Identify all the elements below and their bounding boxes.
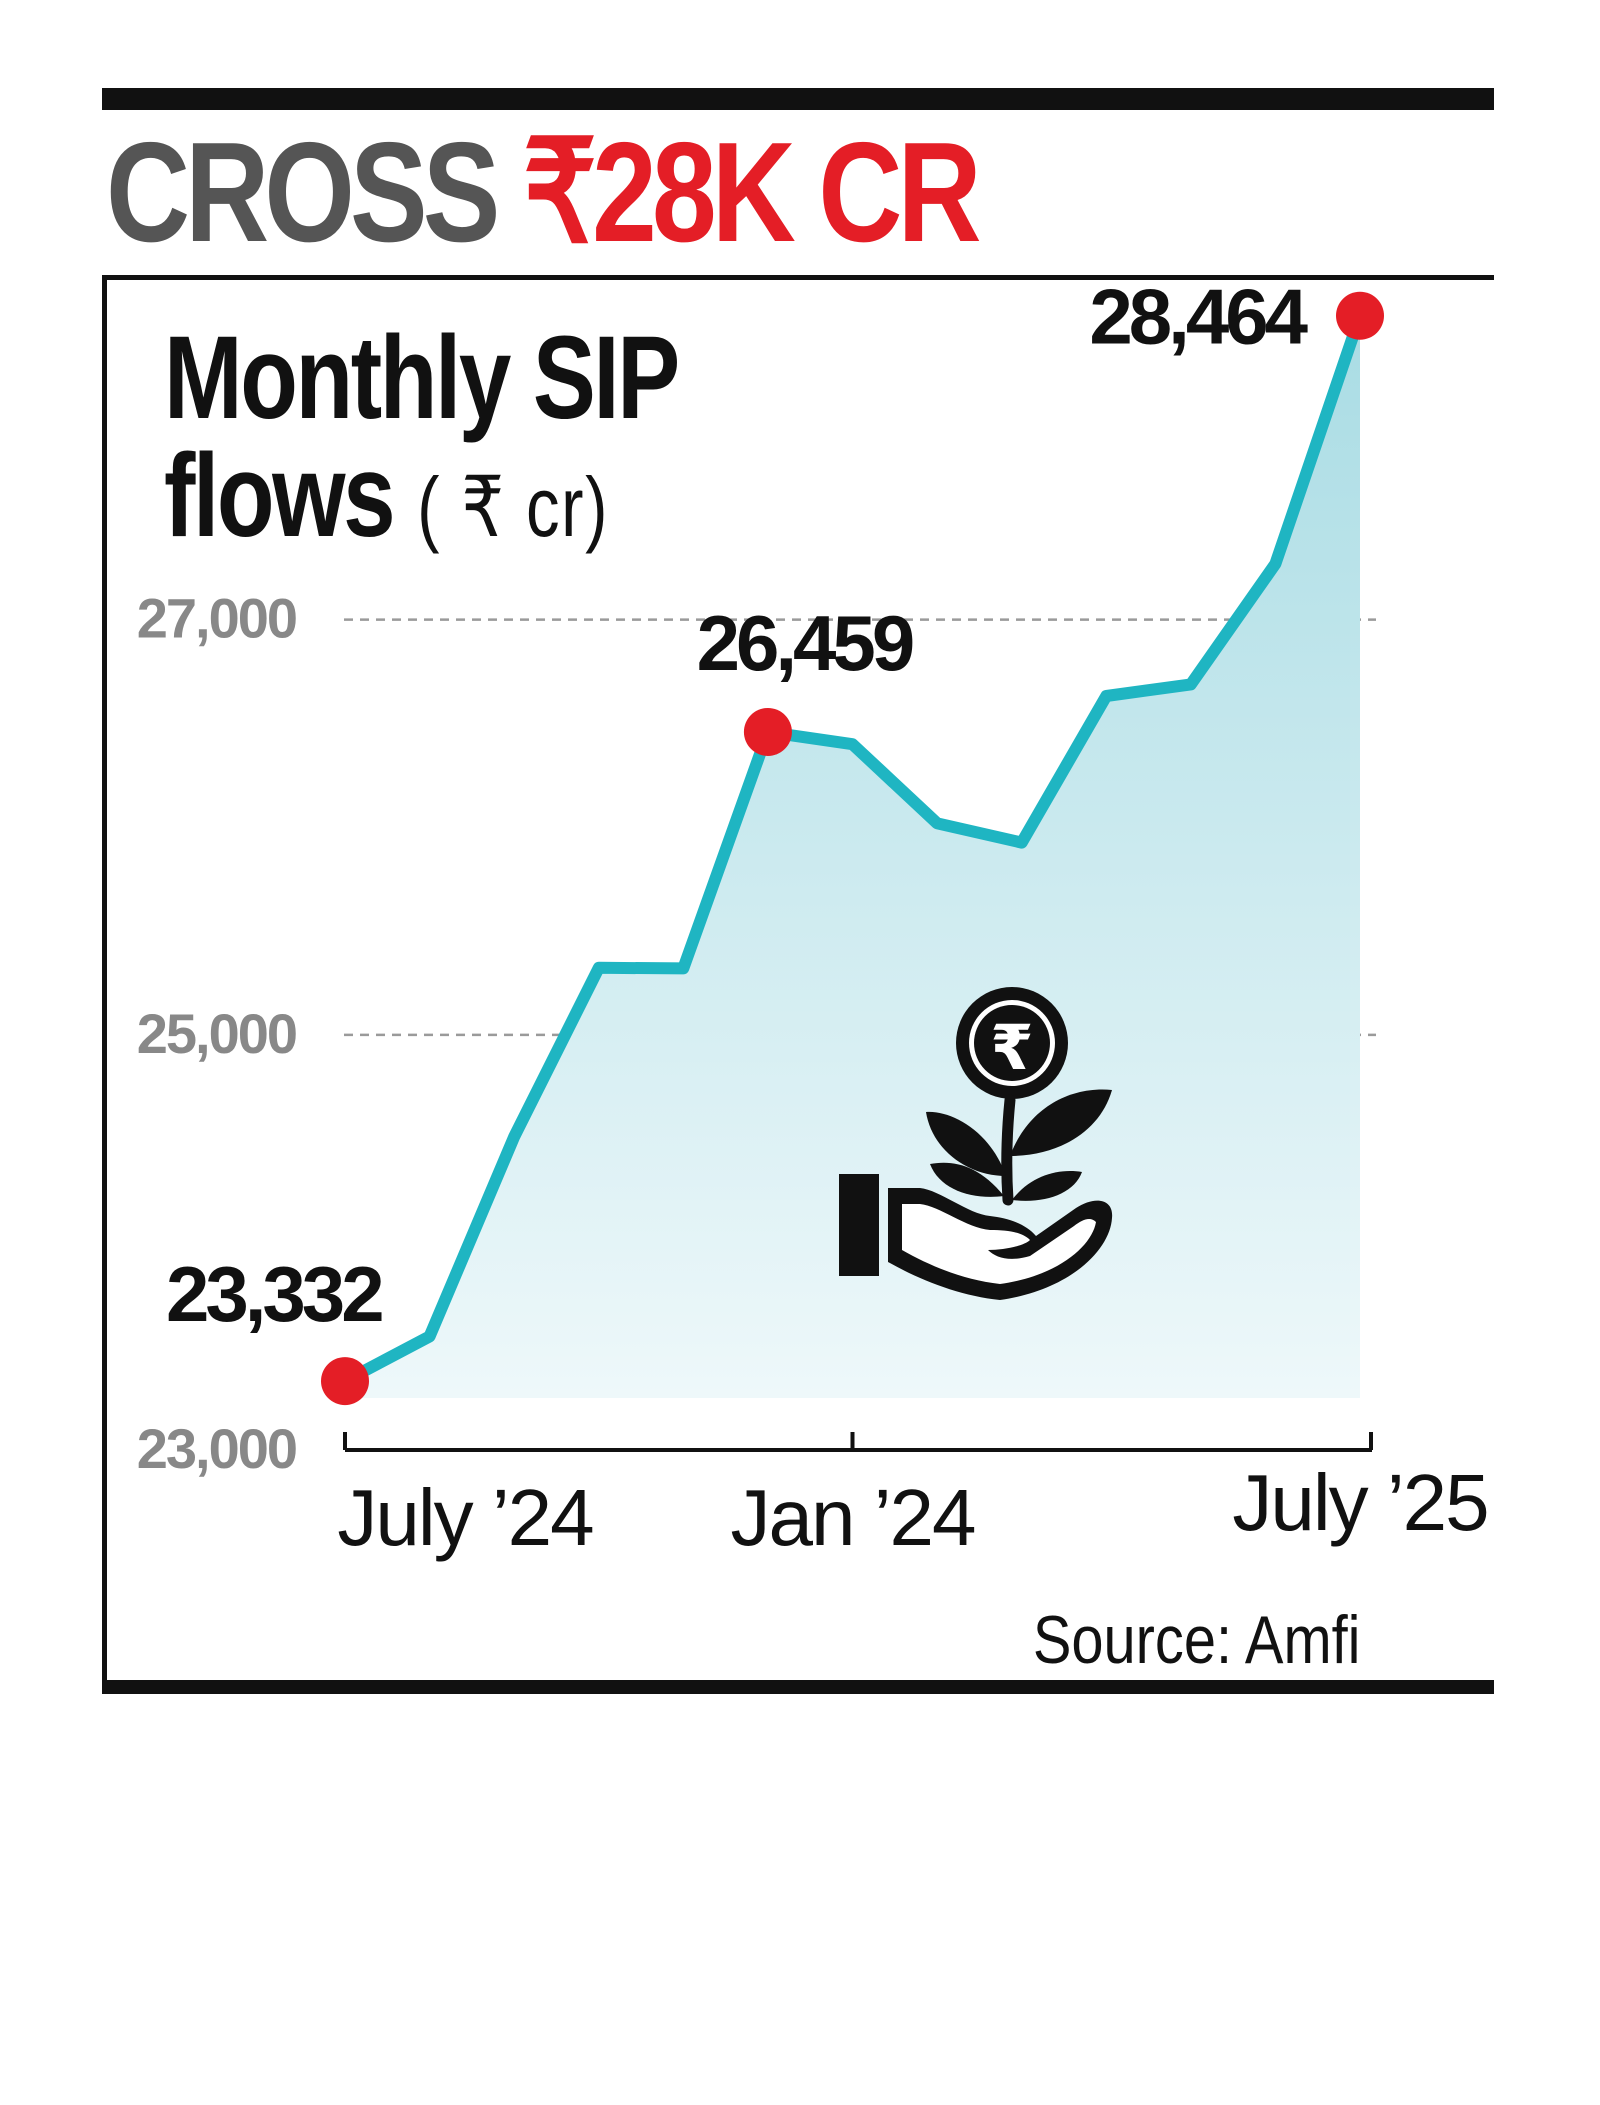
data-value-label: 26,459: [697, 599, 913, 687]
y-tick-label: 23,000: [137, 1417, 296, 1480]
area-fill: [345, 315, 1360, 1399]
svg-text:₹: ₹: [990, 1011, 1033, 1084]
data-value-label: 23,332: [166, 1250, 382, 1338]
x-tick-label: July ’24: [337, 1473, 593, 1562]
chart-title-line1: Monthly SIP: [164, 312, 680, 444]
series-line: [339, 309, 1366, 1388]
headline-dark-part: CROSS: [106, 113, 523, 272]
top-rule: [102, 88, 1494, 110]
hand-holding-rupee-plant-icon: ₹: [839, 987, 1113, 1300]
headline: CROSS ₹28K CR: [106, 118, 982, 268]
bottom-rule: [102, 1682, 1494, 1694]
chart-unit: ( ₹ cr): [417, 460, 610, 554]
data-point-marker: [1336, 291, 1384, 340]
chart-title-line2: flows ( ₹ cr): [164, 436, 609, 567]
y-tick-label: 27,000: [137, 587, 296, 650]
data-point-marker: [321, 1357, 369, 1406]
headline-red-part: ₹28K CR: [522, 113, 982, 272]
x-tick-label: July ’25: [1232, 1458, 1487, 1547]
y-tick-label: 25,000: [137, 1002, 296, 1065]
data-value-label: 28,464: [1089, 273, 1307, 361]
chart-title-flows: flows: [164, 430, 396, 562]
source-note: Source: Amfi: [1032, 1602, 1360, 1678]
x-tick-label: Jan ’24: [731, 1473, 975, 1562]
data-point-marker: [743, 707, 792, 756]
